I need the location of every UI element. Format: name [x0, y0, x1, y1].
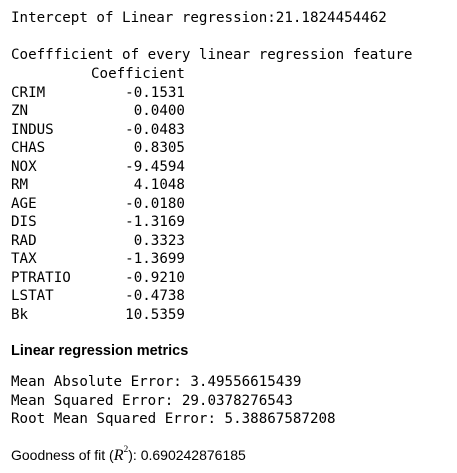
coefficient-row: INDUS -0.0483	[11, 121, 185, 140]
coefficients-title: Coeffficient of every linear regression …	[11, 47, 413, 63]
feature-name: AGE	[11, 195, 37, 212]
feature-name: RAD	[11, 232, 37, 249]
goodness-value: ): 0.690242876185	[128, 447, 246, 463]
coefficient-row: ZN 0.0400	[11, 102, 185, 121]
mean-squared-error: Mean Squared Error: 29.0378276543	[11, 392, 293, 409]
coefficient-row: AGE -0.0180	[11, 195, 185, 214]
coefficient-row: RM 4.1048	[11, 176, 185, 195]
coefficient-value: -0.0180	[125, 195, 185, 212]
coefficient-value: -0.1531	[125, 84, 185, 101]
feature-name: RM	[11, 177, 29, 193]
feature-name: LSTAT	[11, 288, 54, 304]
coefficient-value: 4.1048	[133, 177, 185, 193]
coefficient-value: 10.5359	[125, 306, 185, 323]
feature-name: CRIM	[11, 84, 46, 101]
coefficient-row: DIS -1.3169	[11, 213, 185, 232]
coefficient-row: NOX -9.4594	[11, 158, 185, 177]
feature-name: PTRATIO	[11, 269, 71, 286]
coefficient-value: 0.3323	[133, 232, 185, 249]
feature-name: NOX	[11, 158, 37, 175]
coefficients-body: CRIM -0.1531 ZN 0.0400 INDUS -0.0483 CHAS 0.830…	[11, 84, 185, 325]
metrics-block: Mean Absolute Error: 3.49556615439 Mean …	[11, 373, 336, 429]
r-symbol: R	[113, 447, 124, 464]
coefficient-value: 0.8305	[133, 140, 185, 156]
feature-name: DIS	[11, 214, 37, 230]
feature-name: INDUS	[11, 121, 54, 138]
coefficient-value: -9.4594	[125, 158, 185, 175]
coefficient-value: -0.9210	[125, 269, 185, 286]
feature-name: TAX	[11, 251, 37, 267]
mean-absolute-error: Mean Absolute Error: 3.49556615439	[11, 374, 302, 390]
coefficient-row: LSTAT -0.4738	[11, 287, 185, 306]
r-squared-symbol: R2	[113, 445, 129, 464]
goodness-prefix: Goodness of fit (	[11, 447, 114, 463]
coefficient-row: Bk 10.5359	[11, 306, 185, 325]
coefficient-value: 0.0400	[133, 103, 185, 119]
r-exponent: 2	[123, 445, 129, 455]
coefficient-row: PTRATIO -0.9210	[11, 269, 185, 288]
coefficient-row: RAD 0.3323	[11, 232, 185, 251]
root-mean-squared-error: Root Mean Squared Error: 5.38867587208	[11, 411, 336, 427]
coefficient-value: -1.3699	[125, 251, 185, 267]
coefficient-value: -0.4738	[125, 288, 185, 304]
coefficient-column-header: Coefficient	[91, 66, 185, 82]
feature-name: ZN	[11, 103, 29, 119]
coefficient-row: CRIM -0.1531	[11, 84, 185, 103]
coefficient-row: CHAS 0.8305	[11, 139, 185, 158]
coefficients-header-row: Coefficient	[11, 65, 185, 84]
coefficient-value: -0.0483	[125, 121, 185, 138]
metrics-heading: Linear regression metrics	[11, 343, 189, 359]
feature-name: Bk	[11, 306, 29, 323]
coefficient-value: -1.3169	[125, 214, 185, 230]
intercept-line: Intercept of Linear regression:21.182445…	[11, 10, 387, 26]
coefficient-row: TAX -1.3699	[11, 250, 185, 269]
index-header	[11, 65, 91, 84]
coefficients-table: Coefficient CRIM -0.1531 ZN 0.0400 INDUS -0.0…	[11, 65, 185, 324]
feature-name: CHAS	[11, 140, 46, 156]
goodness-of-fit: Goodness of fit (R2): 0.690242876185	[11, 445, 246, 466]
